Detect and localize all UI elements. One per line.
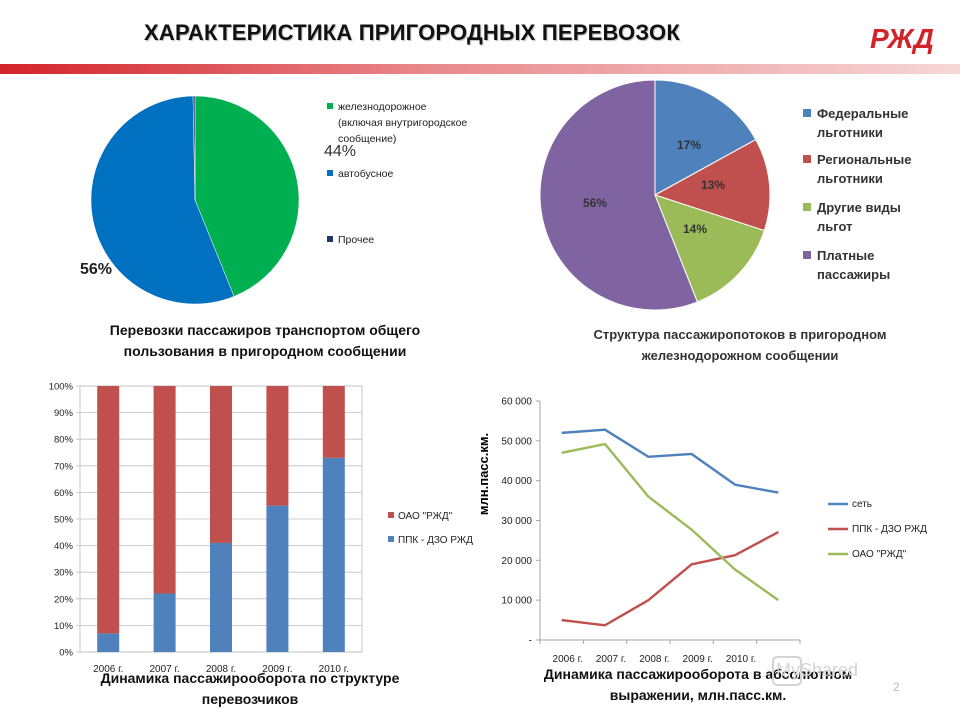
- pie-chart-passenger-structure: 17% 13% 14% 56% Федеральные льготники Региона…: [539, 79, 911, 311]
- bar-ytick-label: 90%: [54, 408, 74, 419]
- bar-legend-swatch: [388, 512, 394, 518]
- bar-ytick-label: 20%: [54, 594, 74, 605]
- pie1-legend-swatch: [327, 236, 333, 242]
- bar-segment: [97, 386, 120, 634]
- pie2-slice: [539, 79, 698, 311]
- pie1-legend-swatch: [327, 170, 333, 176]
- line-ytick-label: 30 000: [501, 516, 532, 527]
- bar-segment: [153, 593, 176, 652]
- pie2-legend-swatch: [803, 251, 811, 259]
- page-title: ХАРАКТЕРИСТИКА ПРИГОРОДНЫХ ПЕРЕВОЗОК: [144, 20, 680, 45]
- bar-segment: [266, 505, 289, 652]
- pie1-data-label: 44%: [324, 143, 356, 160]
- rzd-logo: РЖД: [870, 23, 934, 54]
- pie1-legend-swatch: [327, 103, 333, 109]
- bar-legend-swatch: [388, 536, 394, 542]
- bar-ytick-label: 30%: [54, 568, 74, 579]
- pie2-slice: [653, 138, 771, 232]
- pie1-slice: [192, 95, 196, 201]
- pie2-legend-text: пассажиры: [817, 267, 890, 282]
- bar-segment: [97, 633, 120, 652]
- bar-legend-text: ППК - ДЗО РЖД: [398, 535, 473, 546]
- line-series: [561, 442, 780, 602]
- bar-segment: [210, 386, 232, 543]
- line-ytick-label: 40 000: [501, 476, 532, 487]
- bar-segment: [266, 386, 289, 506]
- bar-ytick-label: 60%: [54, 488, 74, 499]
- line-category-label: 2007 г.: [596, 654, 626, 665]
- line-ytick-label: 50 000: [501, 436, 532, 447]
- bar-ytick-label: 10%: [54, 621, 74, 632]
- bar-legend-text: ОАО "РЖД": [398, 511, 453, 522]
- pie1-slice: [194, 95, 300, 297]
- pie1-data-label: 56%: [80, 261, 112, 278]
- line-category-label: 2010 г.: [726, 654, 756, 665]
- bar-ytick-label: 50%: [54, 515, 74, 526]
- bar-category-label: 2010 г.: [319, 664, 349, 674]
- pie2-legend-text: Федеральные: [817, 106, 908, 121]
- bar-segment: [153, 386, 176, 594]
- pie2-legend-text: льготники: [817, 125, 883, 140]
- pie-chart-transport: 44% 56% железнодорожное (включая внутригор…: [80, 95, 467, 305]
- pie2-legend-text: льгот: [817, 219, 852, 234]
- pie2-data-label: 13%: [701, 178, 725, 192]
- pie2-data-label: 56%: [583, 196, 607, 210]
- bar-category-label: 2006 г.: [93, 664, 123, 674]
- line-ytick-label: 10 000: [501, 596, 532, 607]
- pie2-legend-text: Другие виды: [817, 200, 901, 215]
- line-legend-text: ППК - ДЗО РЖД: [852, 524, 927, 535]
- bar-category-label: 2008 г.: [206, 664, 236, 674]
- pie2-legend-swatch: [803, 203, 811, 211]
- line-ytick-label: 20 000: [501, 556, 532, 567]
- watermark-icon: [772, 656, 802, 686]
- rzd-logo-text: РЖД: [870, 23, 934, 54]
- pie2-legend-swatch: [803, 109, 811, 117]
- line-legend-text: сеть: [852, 499, 872, 510]
- pie1-slice: [90, 95, 235, 305]
- bar-chart-caption: Динамика пассажирооборота по структуре п…: [100, 670, 400, 707]
- brand-bar: [0, 64, 960, 74]
- watermark: MyShared: [776, 660, 859, 680]
- line-chart-caption: Динамика пассажирооборота в абсолютном в…: [543, 666, 853, 703]
- pie2-data-label: 14%: [683, 222, 707, 236]
- line-legend-text: ОАО "РЖД": [852, 549, 907, 560]
- bar-ytick-label: 80%: [54, 435, 74, 446]
- pie2-legend-text: льготники: [817, 171, 883, 186]
- line-ylabel: млн.пасс.км.: [476, 433, 491, 515]
- page-number: 2: [893, 680, 900, 694]
- bar-category-label: 2009 г.: [262, 664, 292, 674]
- bar-ytick-label: 70%: [54, 461, 74, 472]
- pie2-slice: [654, 194, 766, 303]
- line-series: [561, 530, 779, 627]
- pie-transport-caption: Перевозки пассажиров транспортом общего …: [109, 322, 421, 359]
- pie1-legend-text: сообщение): [338, 133, 396, 145]
- bar-category-label: 2007 г.: [149, 664, 179, 674]
- line-category-label: 2009 г.: [683, 654, 713, 665]
- bar-ytick-label: 100%: [49, 382, 74, 393]
- stacked-bar-chart: 0% 10% 20% 30% 40% 50% 60% 70% 80% 90% 100% 2006 г.…: [49, 382, 473, 675]
- bar-segment: [210, 542, 232, 652]
- pie1-legend-text: железнодорожное: [338, 101, 427, 113]
- line-ytick-label: -: [529, 636, 532, 647]
- pie1-legend-text: Прочее: [338, 234, 374, 246]
- line-series: [561, 428, 779, 494]
- pie2-slice: [654, 79, 757, 196]
- pie2-legend-swatch: [803, 155, 811, 163]
- line-ytick-label: 60 000: [501, 397, 532, 408]
- line-chart: - 10 000 20 000 30 000 40 000 50 000 60 000 млн…: [476, 397, 927, 666]
- pie2-legend-text: Платные: [817, 248, 874, 263]
- pie-structure-caption: Структура пассажиропотоков в пригородном…: [593, 327, 887, 363]
- line-category-label: 2008 г.: [639, 654, 669, 665]
- pie2-legend-text: Региональные: [817, 152, 911, 167]
- bar-ytick-label: 0%: [59, 648, 73, 659]
- bar-segment: [322, 457, 345, 652]
- bar-segment: [322, 386, 345, 458]
- pie2-data-label: 17%: [677, 138, 701, 152]
- pie1-legend-text: автобусное: [338, 168, 394, 180]
- bar-ytick-label: 40%: [54, 541, 74, 552]
- line-category-label: 2006 г.: [553, 654, 583, 665]
- pie1-legend-text: (включая внутригородское: [338, 117, 467, 129]
